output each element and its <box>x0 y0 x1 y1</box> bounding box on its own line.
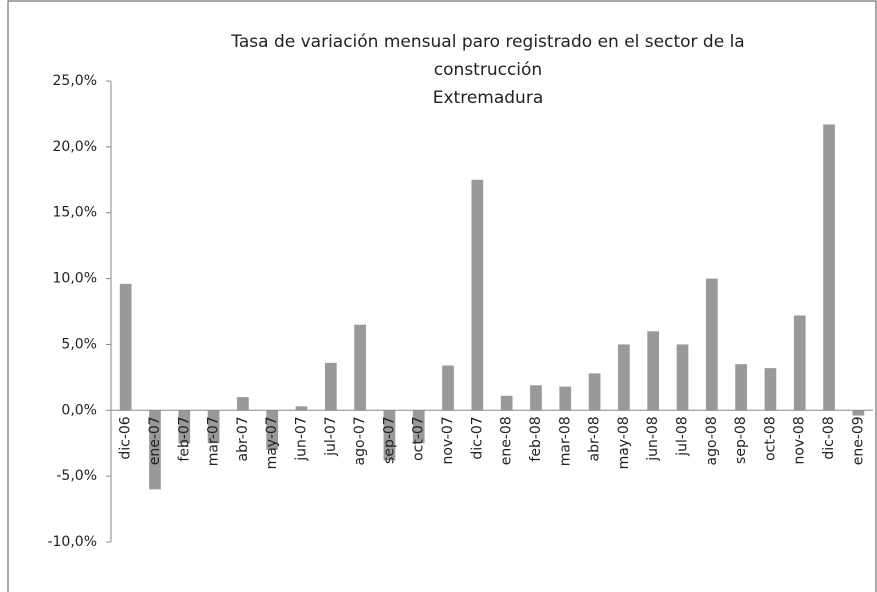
bar <box>266 410 279 450</box>
bar <box>237 397 249 411</box>
bar <box>823 124 835 411</box>
x-tick-label: abr-07 <box>235 416 251 461</box>
bar <box>295 406 308 411</box>
bar <box>412 410 425 444</box>
y-tick-label: 25,0% <box>53 73 97 89</box>
x-tick-label: may-08 <box>616 416 632 469</box>
bar <box>588 373 601 411</box>
x-tick-label: jun-07 <box>294 416 310 462</box>
x-tick-label: ene-09 <box>850 416 866 465</box>
y-tick-label: -10,0% <box>47 534 97 550</box>
bar <box>354 324 366 411</box>
bar <box>559 386 572 411</box>
bar <box>442 365 454 411</box>
chart-title: Extremadura <box>433 88 544 108</box>
x-tick-label: may-07 <box>264 416 280 469</box>
bar <box>764 368 777 411</box>
bar <box>676 344 689 411</box>
x-tick-label: ene-08 <box>499 416 515 465</box>
bar <box>119 283 132 411</box>
bar <box>530 385 542 411</box>
x-tick-label: ago-07 <box>352 416 368 465</box>
bar <box>471 179 484 411</box>
y-tick-label: -5,0% <box>56 468 97 484</box>
x-tick-label: jun-08 <box>645 416 661 462</box>
chart-title: construcción <box>434 60 542 80</box>
x-tick-label: dic-08 <box>821 416 837 459</box>
x-tick-label: sep-08 <box>733 416 749 464</box>
bar <box>383 410 396 461</box>
bar <box>647 331 660 411</box>
x-tick-label: sep-07 <box>381 416 397 464</box>
bar <box>324 362 337 411</box>
x-tick-label: ene-07 <box>147 416 163 465</box>
y-tick-label: 15,0% <box>53 205 97 221</box>
x-tick-label: oct-07 <box>411 416 427 461</box>
x-tick-label: ago-08 <box>704 416 720 465</box>
bar <box>149 410 161 490</box>
chart-frame <box>7 0 877 592</box>
bar <box>705 278 718 411</box>
bar <box>793 315 806 411</box>
bar <box>178 410 191 444</box>
bar <box>618 344 630 411</box>
x-tick-label: dic-07 <box>469 416 485 459</box>
chart-title: Tasa de variación mensual paro registrad… <box>230 32 744 52</box>
x-tick-label: feb-07 <box>176 416 192 461</box>
bar <box>207 410 220 444</box>
x-tick-label: mar-08 <box>557 416 573 466</box>
bar <box>852 410 865 416</box>
x-tick-label: oct-08 <box>762 416 778 461</box>
bar <box>500 395 513 411</box>
y-tick-label: 20,0% <box>53 139 97 155</box>
bar <box>735 364 747 411</box>
y-tick-label: 5,0% <box>61 336 97 352</box>
x-tick-label: feb-08 <box>528 416 544 461</box>
x-tick-label: jul-08 <box>675 416 691 457</box>
y-tick-label: 0,0% <box>61 402 97 418</box>
x-tick-label: dic-06 <box>118 416 134 459</box>
x-tick-label: mar-07 <box>206 416 222 466</box>
x-tick-label: nov-07 <box>440 416 456 464</box>
x-tick-label: nov-08 <box>792 416 808 464</box>
x-tick-label: abr-08 <box>587 416 603 461</box>
x-tick-label: jul-07 <box>323 416 339 457</box>
y-tick-label: 10,0% <box>53 271 97 287</box>
